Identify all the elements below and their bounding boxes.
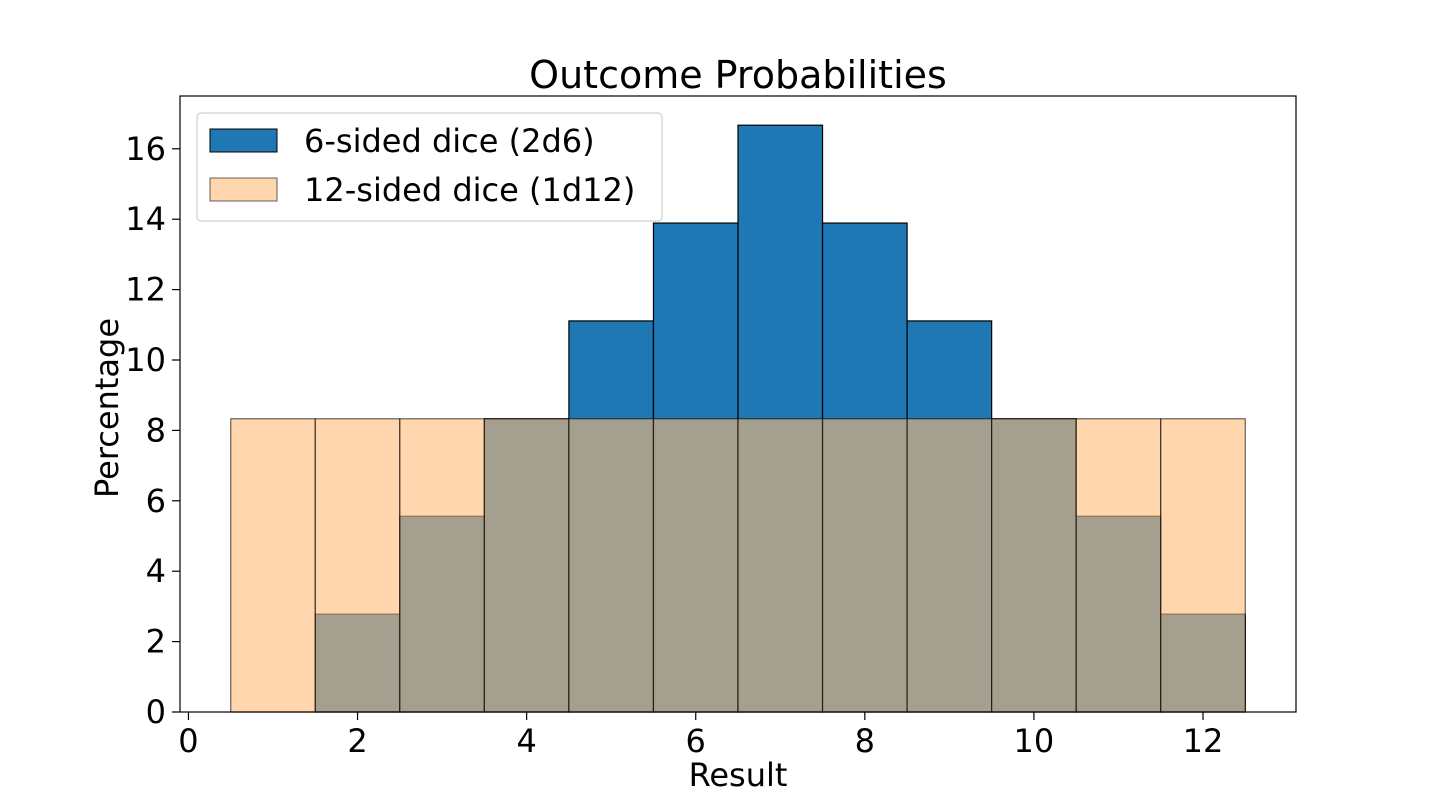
y-tick-label: 6 [146,482,166,520]
y-tick-label: 0 [146,693,166,731]
bar-1d12-12 [1160,418,1246,713]
chart-title: Outcome Probabilities [529,53,947,97]
bar-1d12-8 [821,418,908,713]
y-tick-label: 2 [146,623,166,661]
y-tick-label: 14 [125,200,166,238]
x-tick-label: 8 [855,722,875,760]
x-axis-label: Result [689,756,788,794]
x-tick-label: 10 [1014,722,1055,760]
y-tick-label: 16 [125,130,166,168]
bar-1d12-11 [1075,418,1162,713]
legend-box [196,112,663,222]
x-tick-label: 4 [516,722,536,760]
legend: 6-sided dice (2d6) 12-sided dice (1d12) [196,112,663,222]
bar-1d12-7 [737,418,824,713]
y-tick-label: 12 [125,271,166,309]
plot-frame [179,95,1297,713]
legend-label-1d12: 12-sided dice (1d12) [304,171,635,209]
axes-layer: 0 2 4 6 8 10 12 0 2 4 6 8 10 12 14 16 [125,130,1223,760]
x-tick-label: 0 [178,722,198,760]
series-1d12 [230,418,1246,713]
bar-1d12-5 [568,418,655,713]
x-tick-label: 6 [686,722,706,760]
legend-swatch-2d6 [209,128,278,153]
y-tick-label: 4 [146,552,166,590]
bars-layer [230,124,1246,713]
y-tick-label: 8 [146,411,166,449]
y-axis-label: Percentage [88,318,126,498]
bar-1d12-2 [314,418,401,713]
legend-label-2d6: 6-sided dice (2d6) [304,122,595,160]
bar-1d12-3 [399,418,485,713]
bar-1d12-10 [991,418,1077,713]
bar-1d12-4 [483,418,570,713]
legend-swatch-1d12 [209,177,278,202]
x-tick-label: 12 [1183,722,1224,760]
bar-1d12-1 [230,418,316,713]
bar-1d12-6 [652,418,739,713]
x-tick-label: 2 [347,722,367,760]
y-tick-label: 10 [125,341,166,379]
bar-1d12-9 [906,418,993,713]
